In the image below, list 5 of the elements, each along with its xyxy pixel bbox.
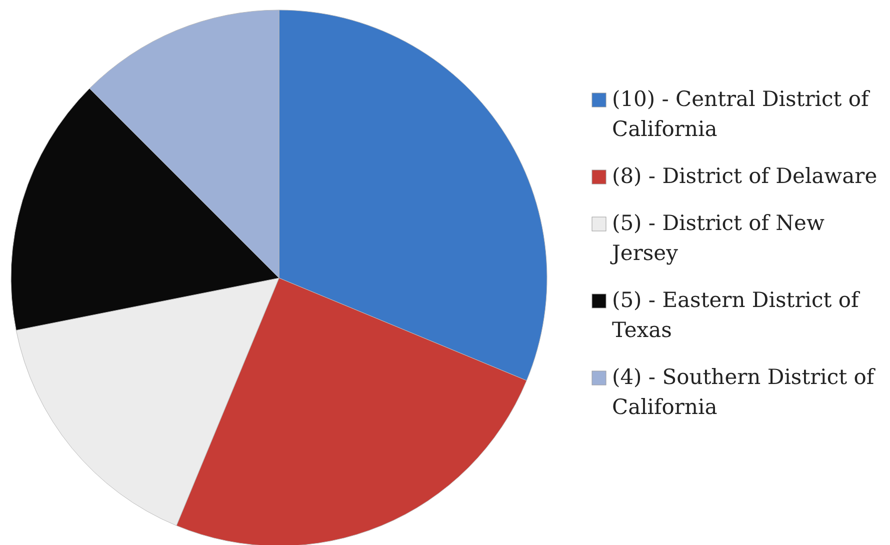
legend-label: (4) - Southern District of California [612,365,876,419]
legend-label: (5) - District of New Jersey [610,211,824,265]
legend-label: (10) - Central District of California [612,87,872,141]
legend-label: (8) - District of Delaware [612,164,878,188]
legend-label: (5) - Eastern District of Texas [612,288,861,342]
